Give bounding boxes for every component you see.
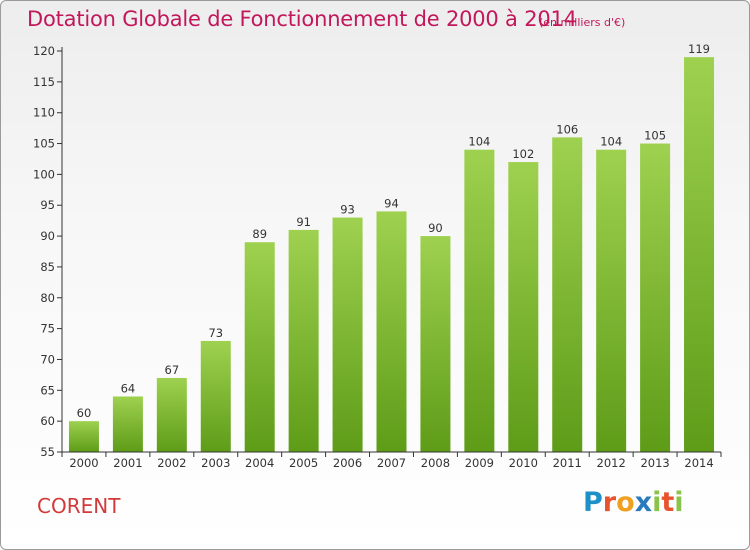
bar-2000 (68, 421, 99, 452)
data-label-2009: 104 (468, 135, 490, 149)
x-tick-label-2010: 2010 (509, 456, 538, 470)
x-tick-label-2008: 2008 (421, 456, 450, 470)
x-tick-label-2005: 2005 (289, 456, 318, 470)
x-tick-label-2014: 2014 (684, 456, 713, 470)
y-tick-label: 120 (33, 44, 55, 58)
x-tick-label-2006: 2006 (333, 456, 362, 470)
bar-2013 (640, 143, 671, 453)
x-tick-label-2002: 2002 (157, 456, 186, 470)
data-label-2013: 105 (644, 129, 666, 143)
data-label-2001: 64 (121, 381, 136, 395)
bar-2002 (156, 377, 187, 452)
proxiti-logo: Proxiti (583, 487, 684, 518)
x-tick-label-2004: 2004 (245, 456, 274, 470)
x-tick-label-2003: 2003 (201, 456, 230, 470)
y-tick-label: 105 (33, 137, 55, 151)
x-tick-label-2007: 2007 (377, 456, 406, 470)
x-tick-label-2012: 2012 (597, 456, 626, 470)
bar-2003 (200, 340, 231, 452)
bar-2005 (288, 229, 319, 452)
data-label-2012: 104 (600, 135, 622, 149)
bar-2014 (684, 57, 715, 453)
bar-2009 (464, 149, 495, 452)
bar-2001 (112, 396, 143, 452)
data-label-2004: 89 (252, 227, 267, 241)
y-tick-label: 110 (33, 106, 55, 120)
data-label-2005: 91 (296, 215, 311, 229)
bar-2006 (332, 217, 363, 452)
bar-2004 (244, 242, 275, 452)
bar-2011 (552, 137, 583, 452)
y-tick-label: 65 (40, 383, 55, 397)
y-tick-label: 75 (40, 322, 55, 336)
data-label-2010: 102 (512, 147, 534, 161)
y-tick-label: 60 (40, 414, 55, 428)
y-tick-label: 85 (40, 260, 55, 274)
data-label-2007: 94 (384, 196, 399, 210)
y-tick-label: 100 (33, 167, 55, 181)
bar-2010 (508, 162, 539, 453)
commune-name: CORENT (37, 494, 121, 518)
data-label-2011: 106 (556, 122, 578, 136)
x-tick-label-2013: 2013 (640, 456, 669, 470)
x-tick-label-2001: 2001 (113, 456, 142, 470)
data-label-2002: 67 (165, 363, 180, 377)
data-label-2008: 90 (428, 221, 443, 235)
chart-subtitle: (en milliers d'€) (539, 16, 626, 29)
data-label-2000: 60 (77, 406, 92, 420)
y-tick-label: 115 (33, 75, 55, 89)
y-tick-label: 80 (40, 291, 55, 305)
bar-2012 (596, 149, 627, 452)
data-label-2003: 73 (208, 326, 223, 340)
x-tick-label-2011: 2011 (553, 456, 582, 470)
y-tick-label: 90 (40, 229, 55, 243)
data-label-2006: 93 (340, 203, 355, 217)
y-tick-label: 55 (40, 445, 55, 459)
data-label-2014: 119 (688, 42, 710, 56)
bar-2008 (420, 236, 451, 452)
x-tick-label-2000: 2000 (69, 456, 98, 470)
axes-group: 55 60 65 70 75 80 85 90 95 100 105 110 115 120 2000 200… (33, 44, 722, 470)
y-tick-label: 70 (40, 352, 55, 366)
y-tick-label: 95 (40, 198, 55, 212)
x-tick-label-2009: 2009 (465, 456, 494, 470)
bar-2007 (376, 211, 407, 452)
chart-title: Dotation Globale de Fonctionnement de 20… (27, 7, 577, 31)
bars-group: 60 64 67 73 89 91 93 94 90 104 102 106 104 105 119 (68, 42, 715, 453)
